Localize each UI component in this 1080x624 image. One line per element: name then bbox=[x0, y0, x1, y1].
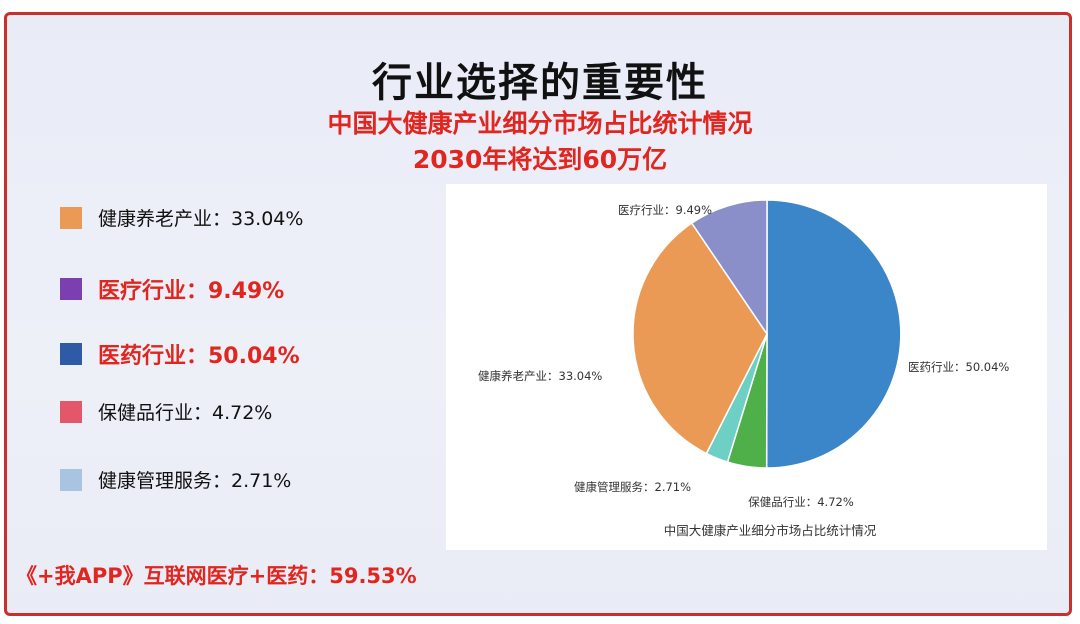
pie-slice bbox=[765, 199, 902, 469]
pie-slice bbox=[632, 222, 768, 455]
legend-swatch bbox=[60, 343, 82, 365]
legend-swatch bbox=[60, 206, 82, 229]
legend-swatch bbox=[60, 468, 82, 491]
legend-label: 保健品行业：4.72% bbox=[98, 402, 273, 424]
legend-label: 健康管理服务：2.71% bbox=[98, 470, 292, 492]
pie-slice-label: 医疗行业：9.49% bbox=[618, 203, 712, 217]
pie-slice-label: 保健品行业：4.72% bbox=[748, 495, 854, 509]
pie-slice bbox=[690, 199, 768, 337]
pie-chart: 医药行业：50.04% 保健品行业：4.72% 健康管理服务：2.71% 健康养老产业… bbox=[478, 199, 1009, 538]
legend-item-medical: 医疗行业：9.49% bbox=[60, 273, 284, 305]
legend-item-health-products: 保健品行业：4.72% bbox=[60, 398, 272, 425]
footer-note: 《+我APP》互联网医疗+医药：59.53% bbox=[16, 564, 417, 588]
legend-swatch bbox=[60, 278, 82, 300]
pie-slice-label: 医药行业：50.04% bbox=[908, 360, 1009, 374]
pie-slice-label: 健康管理服务：2.71% bbox=[574, 480, 691, 494]
page-title: 行业选择的重要性 bbox=[372, 60, 708, 106]
legend-label: 医疗行业：9.49% bbox=[98, 279, 285, 304]
legend-label: 健康养老产业：33.04% bbox=[98, 208, 304, 230]
page-subtitle: 中国大健康产业细分市场占比统计情况 bbox=[327, 109, 753, 138]
pie-slice-label: 健康养老产业：33.04% bbox=[478, 369, 602, 383]
page-subtitle-2: 2030年将达到60万亿 bbox=[412, 145, 668, 174]
legend-item-health-elderly: 健康养老产业：33.04% bbox=[60, 204, 303, 231]
chart-caption: 中国大健康产业细分市场占比统计情况 bbox=[664, 523, 877, 538]
legend-swatch bbox=[60, 400, 82, 423]
chart-panel: 医药行业：50.04% 保健品行业：4.72% 健康管理服务：2.71% 健康养老产业… bbox=[446, 184, 1047, 550]
legend-item-pharma: 医药行业：50.04% bbox=[60, 338, 300, 370]
legend-item-health-management: 健康管理服务：2.71% bbox=[60, 466, 291, 493]
legend-label: 医药行业：50.04% bbox=[98, 344, 300, 369]
